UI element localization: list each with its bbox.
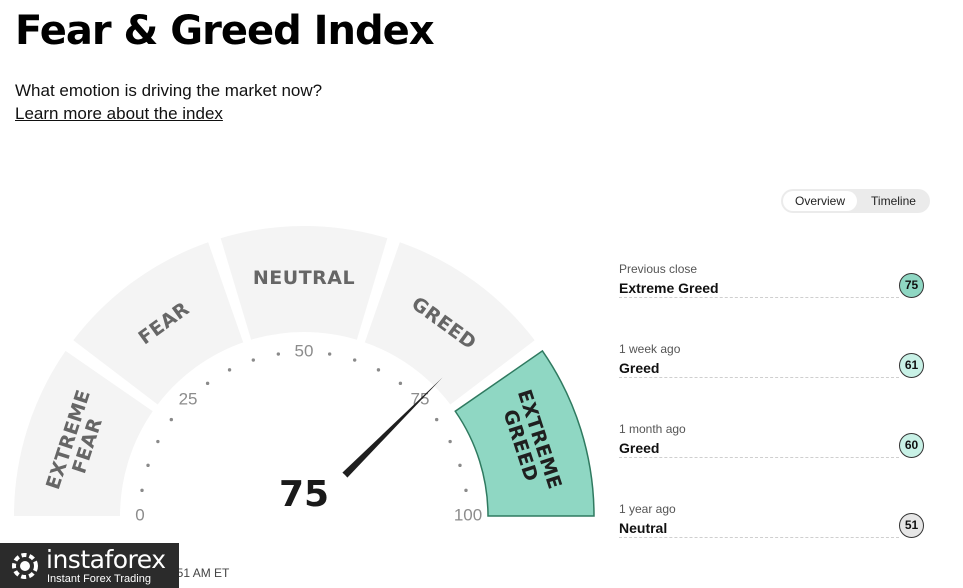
gauge-dot	[458, 463, 462, 468]
gauge-tick-label: 25	[179, 390, 198, 409]
fear-greed-gauge: EXTREMEFEARFEARNEUTRALGREEDEXTREMEGREED …	[14, 225, 595, 530]
gauge-dot	[352, 358, 357, 362]
history-divider	[619, 457, 899, 458]
gauge-dot	[251, 358, 256, 362]
gauge-dot	[327, 352, 332, 356]
gauge-dot	[434, 417, 439, 422]
gauge-tick-label: 50	[295, 341, 314, 360]
history-rating: Extreme Greed	[619, 280, 719, 296]
gauge-center-hub	[246, 458, 362, 530]
history-item: 1 week ago Greed 61	[619, 342, 927, 398]
page-subtitle: What emotion is driving the market now?	[15, 81, 323, 100]
gauge-tick-label: 100	[454, 505, 482, 524]
gauge-dot	[227, 368, 232, 372]
history-period-label: 1 month ago	[619, 422, 686, 436]
gauge-dot	[376, 368, 381, 372]
history-score-badge: 61	[899, 353, 924, 378]
gauge-segment-fear	[73, 242, 244, 405]
page-title: Fear & Greed Index	[15, 8, 435, 54]
history-item: Previous close Extreme Greed 75	[619, 262, 927, 318]
history-score-badge: 51	[899, 513, 924, 538]
history-rating: Neutral	[619, 520, 668, 536]
instaforex-logo-icon	[12, 553, 38, 579]
gauge-dot	[276, 352, 281, 356]
gauge-score: 75	[279, 474, 329, 515]
gauge-segment-label-neutral: NEUTRAL	[253, 267, 355, 289]
history-divider	[619, 537, 899, 538]
gauge-dot	[140, 488, 144, 493]
history-rating: Greed	[619, 440, 660, 456]
history-item: 1 month ago Greed 60	[619, 422, 927, 478]
history-divider	[619, 377, 899, 378]
history-score-badge: 60	[899, 433, 924, 458]
gauge-dot	[448, 439, 452, 444]
watermark-tagline: Instant Forex Trading	[47, 573, 151, 585]
gauge-dot	[464, 488, 468, 493]
gauge-tick-label: 0	[135, 505, 144, 524]
history-item: 1 year ago Neutral 51	[619, 502, 927, 558]
gauge-segment-extreme-greed	[454, 349, 595, 517]
view-toggle: Overview Timeline	[781, 189, 930, 213]
timeline-tab[interactable]: Timeline	[871, 194, 916, 208]
overview-tab[interactable]: Overview	[783, 191, 857, 211]
gauge-segment-extreme-fear	[14, 350, 153, 516]
history-divider	[619, 297, 899, 298]
history-period-label: 1 week ago	[619, 342, 681, 356]
gauge-dot	[156, 439, 160, 444]
history-score-badge: 75	[899, 273, 924, 298]
history-period-label: Previous close	[619, 262, 698, 276]
history-period-label: 1 year ago	[619, 502, 676, 516]
gauge-dot	[205, 381, 210, 386]
instaforex-watermark: instaforex Instant Forex Trading	[0, 543, 179, 588]
gauge-segment-neutral	[220, 225, 388, 340]
gauge-dot	[146, 463, 150, 468]
gauge-segment-greed	[364, 242, 535, 405]
history-rating: Greed	[619, 360, 660, 376]
watermark-brand-name: instaforex	[46, 545, 166, 574]
gauge-dot	[398, 381, 403, 386]
learn-more-link[interactable]: Learn more about the index	[15, 104, 223, 123]
gauge-dot	[169, 417, 174, 422]
